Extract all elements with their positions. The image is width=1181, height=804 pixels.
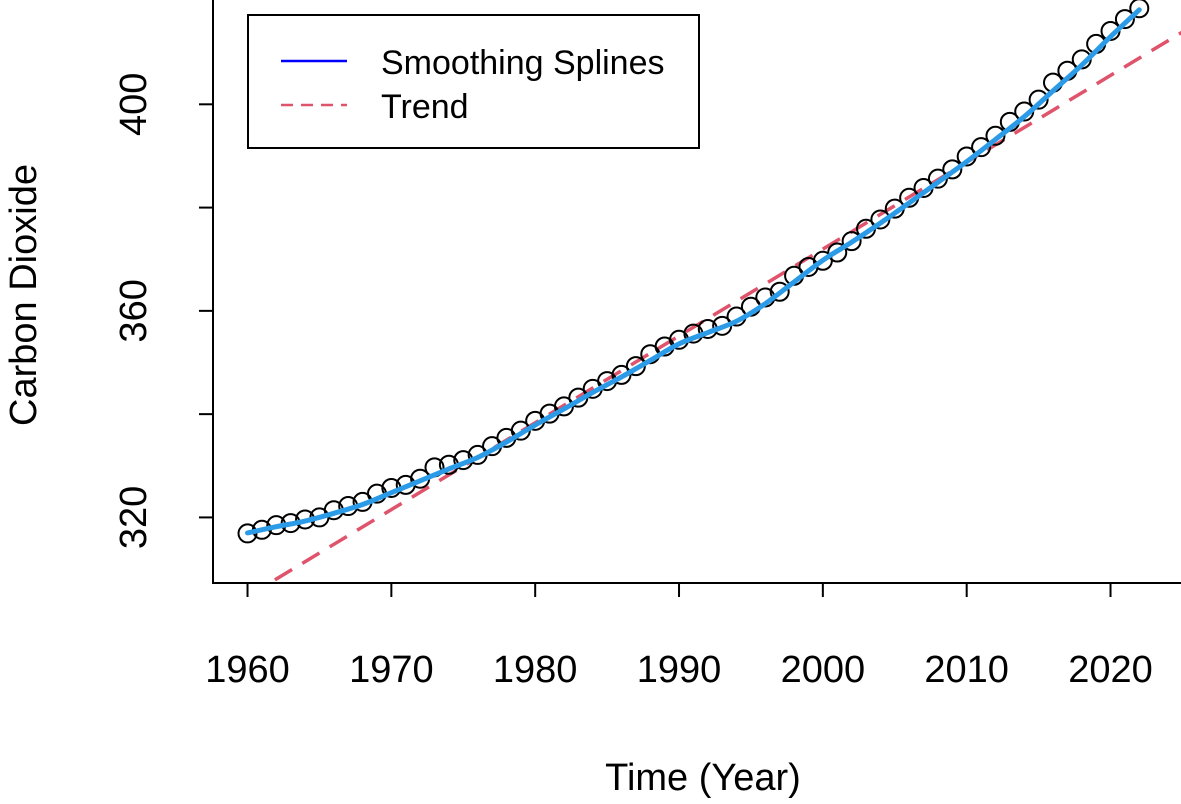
legend-label-smoothing-splines: Smoothing Splines — [381, 44, 665, 82]
axes-layer — [212, 0, 1181, 584]
data-point — [942, 159, 963, 180]
data-point — [985, 125, 1006, 146]
x-axis-label: Time (Year) — [605, 757, 801, 799]
y-tick-label: 360 — [113, 279, 155, 342]
data-point — [827, 242, 848, 263]
data-point — [611, 364, 632, 385]
x-axis: 1960 1970 1980 1990 2000 2010 2020 — [205, 583, 1153, 691]
legend-label-trend: Trend — [381, 88, 469, 126]
data-point — [1114, 9, 1135, 30]
y-axis: 320 360 400 — [113, 73, 213, 549]
x-tick-label: 2000 — [781, 649, 866, 691]
x-tick-label: 2010 — [924, 649, 1009, 691]
trend-line — [266, 30, 1181, 583]
smoothing-spline-line — [245, 7, 1142, 536]
x-tick-label: 1980 — [493, 649, 578, 691]
plot-frame — [212, 0, 1181, 584]
data-point — [1129, 0, 1150, 19]
data-point — [769, 281, 790, 302]
legend: Smoothing Splines Trend — [247, 14, 700, 149]
y-tick-label: 400 — [113, 73, 155, 136]
y-axis-label: Carbon Dioxide — [3, 164, 45, 426]
x-tick-label: 2020 — [1068, 649, 1153, 691]
series-layer — [237, 0, 1181, 583]
legend-box — [247, 14, 700, 149]
data-point — [1028, 89, 1049, 110]
data-point — [971, 137, 992, 158]
x-tick-label: 1970 — [349, 649, 434, 691]
y-tick-label: 320 — [113, 486, 155, 549]
data-point — [841, 231, 862, 252]
x-tick-label: 1990 — [637, 649, 722, 691]
x-tick-label: 1960 — [205, 649, 290, 691]
